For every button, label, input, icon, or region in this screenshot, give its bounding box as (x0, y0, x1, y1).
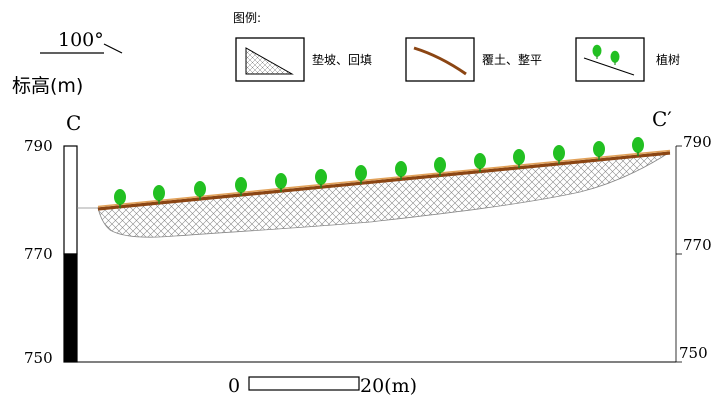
legend: 图例: 垫坡、回填 覆土、整平 植树 (233, 11, 680, 81)
right-elevation-axis (676, 146, 682, 362)
section-right-label: C′ (652, 107, 672, 131)
right-tick-790: 790 (683, 133, 712, 151)
left-elevation-bar (64, 146, 77, 362)
legend-fill-label: 垫坡、回填 (312, 52, 372, 67)
left-tick-750: 750 (24, 349, 53, 367)
scale-bar-box (249, 377, 359, 390)
legend-title: 图例: (233, 11, 261, 25)
orientation-block: 100° 标高(m) (12, 29, 122, 97)
legend-tree-label: 植树 (656, 52, 680, 67)
section-left-label: C (66, 111, 81, 135)
orientation-value: 100° (58, 29, 104, 51)
left-tick-770: 770 (24, 245, 53, 263)
scale-start: 0 (228, 375, 240, 397)
elevation-label: 标高(m) (12, 75, 83, 97)
left-tick-790: 790 (24, 137, 53, 155)
scale-bar: 0 20(m) (228, 375, 417, 397)
right-tick-750: 750 (679, 344, 708, 362)
scale-end: 20(m) (360, 375, 417, 397)
backfill-zone (98, 152, 670, 237)
legend-topsoil-label: 覆土、整平 (482, 52, 542, 67)
right-tick-770: 770 (683, 236, 712, 254)
orientation-slash (104, 44, 122, 53)
